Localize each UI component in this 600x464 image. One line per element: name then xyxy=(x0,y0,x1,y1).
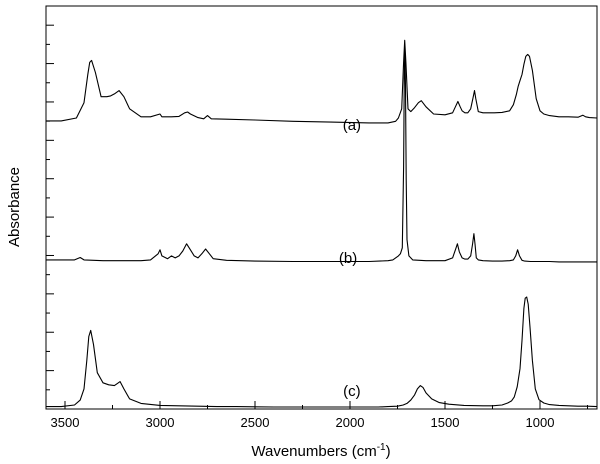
x-axis-label-close: ) xyxy=(386,443,391,460)
spectrum-line-c xyxy=(46,296,597,408)
series-layer xyxy=(46,39,597,408)
x-tick-label: 1500 xyxy=(431,415,460,430)
x-tick-label: 1000 xyxy=(526,415,555,430)
x-tick-label: 3000 xyxy=(146,415,175,430)
x-tick-label: 3500 xyxy=(51,415,80,430)
plot-frame xyxy=(45,5,598,410)
series-label-layer: (a) (b) (c) xyxy=(339,117,361,400)
x-axis-label: Wavenumbers (cm-1) xyxy=(251,442,390,460)
y-axis-label: Absorbance xyxy=(6,167,23,247)
series-label-c: (c) xyxy=(343,383,361,400)
series-label-b: (b) xyxy=(339,250,357,267)
x-tick-label: 2000 xyxy=(336,415,365,430)
x-axis-label-superscript: -1 xyxy=(377,442,386,453)
spectrum-line-a xyxy=(46,39,597,124)
x-tick-label: 2500 xyxy=(241,415,270,430)
x-axis: 3500 3000 2500 2000 1500 1000 xyxy=(51,401,588,430)
y-axis xyxy=(46,24,54,410)
spectrum-line-b xyxy=(46,45,597,263)
series-label-a: (a) xyxy=(343,117,361,134)
